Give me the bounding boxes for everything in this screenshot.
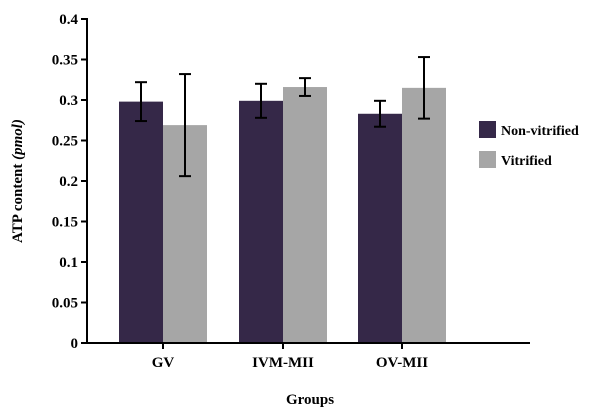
- y-tick-label: 0.3: [59, 93, 78, 109]
- y-tick-label: 0.25: [52, 134, 78, 150]
- y-tick-label: 0: [71, 336, 79, 352]
- legend-label-non-vitrified: Non-vitrified: [501, 124, 579, 139]
- y-axis-title-main: ATP content: [10, 160, 26, 243]
- bar-non-vitrified-gv: [119, 101, 163, 344]
- legend-swatch-vitrified: [479, 151, 496, 168]
- y-axis-title: ATP content (pmol): [10, 119, 26, 243]
- y-tick-label: 0.05: [52, 296, 78, 312]
- y-tick-label: 0.2: [59, 174, 78, 190]
- y-tick-label: 0.4: [59, 12, 78, 28]
- legend-swatch-non-vitrified: [479, 121, 496, 138]
- x-tick-label: OV-MII: [376, 355, 428, 371]
- x-ticks: GV IVM-MII OV-MII: [152, 343, 428, 371]
- bar-vitrified-ivm-mii: [283, 87, 327, 343]
- bars: [119, 56, 446, 344]
- y-ticks: 0 0.05 0.1 0.15 0.2 0.25 0.3 0.35 0.4: [52, 12, 87, 352]
- legend: Non-vitrified Vitrified: [479, 121, 579, 169]
- bar-vitrified-ov-mii: [402, 87, 446, 343]
- legend-label-vitrified: Vitrified: [501, 154, 552, 169]
- x-axis-title: Groups: [286, 392, 334, 408]
- y-tick-label: 0.15: [52, 215, 78, 231]
- y-tick-label: 0.35: [52, 53, 78, 69]
- x-tick-label: GV: [152, 355, 175, 371]
- y-tick-label: 0.1: [59, 255, 78, 271]
- bar-non-vitrified-ivm-mii: [239, 100, 283, 343]
- y-axis-title-unit: (pmol): [10, 119, 26, 160]
- bar-non-vitrified-ov-mii: [358, 113, 402, 344]
- x-tick-label: IVM-MII: [252, 355, 314, 371]
